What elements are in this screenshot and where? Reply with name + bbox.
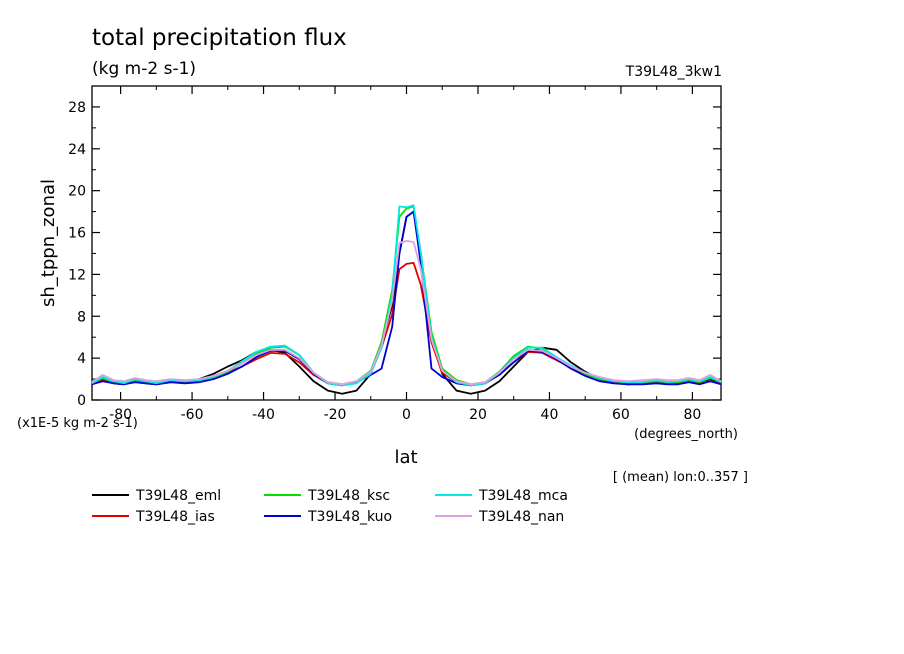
y-tick-label: 4 [77,351,86,367]
legend-label: T39L48_kuo [307,509,392,525]
x-tick-label: 0 [402,407,411,423]
series-line-T39L48_ias [91,261,722,387]
axis-ticks: -80 -60 -40 -20 0 20 40 60 80 0 4 8 12 16 20 24 28 [68,86,721,423]
chart-title: total precipitation flux [92,25,347,51]
series-line-T39L48_eml [91,210,722,395]
y-scale-note: (x1E-5 kg m-2 s-1) [17,416,138,431]
x-axis-label: lat [394,447,417,468]
x-tick-label: 20 [469,407,487,423]
series-line-T39L48_nan [91,239,722,386]
legend: T39L48_eml T39L48_ias T39L48_ksc T39L48_kuo… [92,488,568,525]
y-tick-label: 0 [77,393,86,409]
x-tick-label: -60 [181,407,204,423]
x-tick-label: -80 [109,407,132,423]
y-axis-label: sh_tppn_zonal [38,179,59,307]
y-tick-label: 12 [68,267,86,283]
legend-label: T39L48_ias [135,509,215,525]
legend-label: T39L48_ksc [307,488,390,504]
experiment-label: T39L48_3kw1 [625,64,722,80]
series-line-T39L48_kuo [91,210,722,387]
series-line-T39L48_mca [91,204,722,387]
x-tick-label: -40 [252,407,275,423]
x-tick-label: 80 [683,407,701,423]
x-units-label: (degrees_north) [634,427,738,442]
x-tick-label: -20 [324,407,347,423]
series-lines [91,204,722,395]
plot-frame [91,85,722,401]
chart-subtitle: (kg m-2 s-1) [92,59,196,79]
legend-label: T39L48_eml [135,488,221,504]
y-tick-label: 16 [68,226,86,242]
series-line-T39L48_ksc [91,205,722,386]
y-tick-label: 24 [68,142,86,158]
y-tick-label: 20 [68,184,86,200]
x-tick-label: 40 [541,407,559,423]
legend-label: T39L48_mca [478,488,568,504]
mean-annotation: [ (mean) lon:0..357 ] [613,470,748,485]
y-tick-label: 8 [77,309,86,325]
x-tick-label: 60 [612,407,630,423]
legend-label: T39L48_nan [478,509,564,525]
y-tick-label: 28 [68,100,86,116]
